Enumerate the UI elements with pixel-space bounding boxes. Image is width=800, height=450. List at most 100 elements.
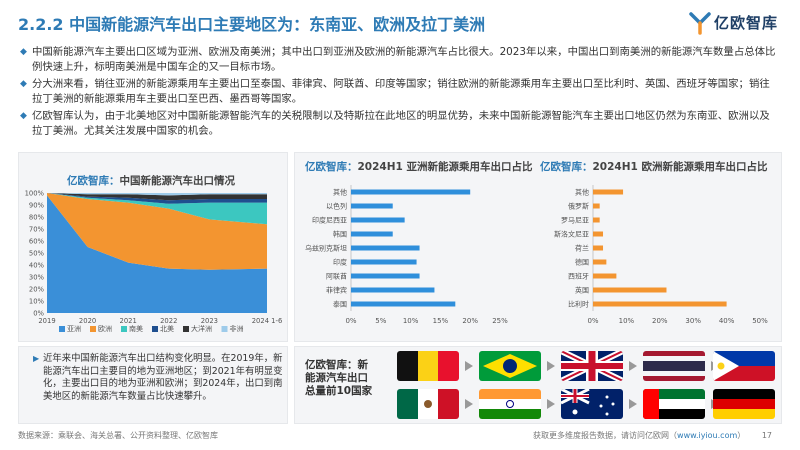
diamond-icon: ◆ <box>20 79 27 89</box>
bar <box>593 203 600 209</box>
bar <box>593 301 727 307</box>
x-tick-label: 10% <box>403 317 419 325</box>
export-structure-panel: 亿欧智库：中国新能源汽车出口情况 0% 10% 20% 30% 40% 50% 60% 70%… <box>18 152 288 342</box>
bullet-item: ◆ 中国新能源汽车主要出口区域为亚洲、欧洲及南美洲；其中出口到亚洲及欧洲的新能源… <box>20 45 780 74</box>
diamond-icon: ◆ <box>20 47 27 57</box>
mexico-flag <box>397 389 459 419</box>
bar <box>351 245 420 251</box>
category-label: 印度 <box>333 258 347 267</box>
category-label: 其他 <box>575 188 589 197</box>
logo-text: 亿欧智库 <box>714 14 779 32</box>
bar <box>593 189 624 195</box>
x-tick-label: 5% <box>375 317 386 325</box>
germany-flag <box>713 389 775 419</box>
bar <box>351 259 417 265</box>
arrow-icon <box>465 361 473 371</box>
x-tick-label: 25% <box>492 317 508 325</box>
bar <box>351 231 393 237</box>
note-text: 近年来中国新能源汽车出口结构变化明显。在2019年，新能源汽车出口主要目的地为亚… <box>43 353 283 402</box>
website-link[interactable]: www.iyiou.com <box>677 431 738 440</box>
legend-swatch <box>59 326 65 332</box>
top-countries-panel: 亿欧智库：新能源汽车出口总量前10国家 <box>294 346 782 424</box>
category-label: 俄罗斯 <box>568 202 589 211</box>
category-label: 其他 <box>333 188 347 197</box>
area-chart: 0% 10% 20% 30% 40% 50% 60% 70% 80% 90% 100% 2019 202… <box>25 190 283 334</box>
x-tick-label: 40% <box>719 317 735 325</box>
brand-label: 亿欧智库： <box>540 161 593 173</box>
bar <box>593 217 600 223</box>
legend-swatch <box>152 326 158 332</box>
category-label: 阿联酋 <box>326 272 347 281</box>
bar <box>351 301 456 307</box>
category-label: 韩国 <box>333 230 347 239</box>
bar <box>593 287 667 293</box>
india-flag <box>479 389 541 419</box>
legend-label: 欧洲 <box>98 324 112 333</box>
top-countries-label: 亿欧智库：新能源汽车出口总量前10国家 <box>305 359 373 397</box>
category-label: 荷兰 <box>575 244 589 253</box>
category-label: 泰国 <box>333 300 347 309</box>
y-tick-label: 0% <box>33 310 44 318</box>
legend-label: 亚洲 <box>67 325 81 333</box>
bullet-item: ◆ 分大洲来看，销往亚洲的新能源乘用车主要出口至泰国、菲律宾、阿联酋、印度等国家… <box>20 77 780 106</box>
triangle-icon: ▶ <box>33 354 40 363</box>
australia-flag <box>561 389 623 419</box>
x-tick-label: 0% <box>587 317 598 325</box>
x-tick-label: 20% <box>462 317 478 325</box>
category-label: 德国 <box>575 258 589 267</box>
x-tick-label: 10% <box>619 317 635 325</box>
bullet-list: ◆ 中国新能源汽车主要出口区域为亚洲、欧洲及南美洲；其中出口到亚洲及欧洲的新能源… <box>20 45 780 141</box>
legend-label: 北美 <box>160 324 174 333</box>
area-series-3 <box>47 193 267 225</box>
data-source: 数据来源：乘联会、海关总署、公开资料整理、亿欧智库 <box>18 431 218 440</box>
arrow-icon <box>547 361 555 371</box>
category-label: 英国 <box>575 286 589 295</box>
bullet-text: 分大洲来看，销往亚洲的新能源乘用车主要出口至泰国、菲律宾、阿联酋、印度等国家；销… <box>32 78 770 105</box>
area-series-5 <box>47 193 267 201</box>
thailand-flag <box>643 351 705 381</box>
diamond-icon: ◆ <box>20 111 27 121</box>
bullet-item: ◆ 亿欧智库认为，由于北美地区对中国新能源智能汽车的关税限制以及特斯拉在此地区的… <box>20 109 780 138</box>
philippines-flag <box>713 351 775 381</box>
bar <box>351 273 420 279</box>
legend-label: 非洲 <box>230 324 244 333</box>
bar <box>351 203 393 209</box>
bar <box>351 287 435 293</box>
bullet-text: 亿欧智库认为，由于北美地区对中国新能源智能汽车的关税限制以及特斯拉在此地区的明显… <box>32 110 770 137</box>
y-tick-label: 20% <box>29 286 45 294</box>
arrow-icon <box>547 399 555 409</box>
bar <box>593 259 607 265</box>
y-tick-label: 50% <box>29 250 45 258</box>
legend-swatch <box>121 326 127 332</box>
area-series-4 <box>47 193 267 204</box>
uk-flag <box>561 351 623 381</box>
y-tick-label: 90% <box>29 202 45 210</box>
continent-export-panel: 亿欧智库：2024H1 亚洲新能源乘用车出口占比 亿欧智库：2024H1 欧洲新… <box>294 152 782 342</box>
category-label: 西班牙 <box>568 272 589 281</box>
y-tick-label: 80% <box>29 214 45 222</box>
arrow-icon <box>629 399 637 409</box>
area-series-2 <box>47 193 267 270</box>
arrow-icon <box>465 399 473 409</box>
category-label: 斯洛文尼亚 <box>554 230 589 239</box>
y-tick-label: 60% <box>29 238 45 246</box>
chart-title: 中国新能源汽车出口情况 <box>119 175 236 187</box>
page-title: 2.2.2 中国新能源汽车出口主要地区为：东南亚、欧洲及拉丁美洲 <box>18 15 486 34</box>
footer-right: 获取更多维度报告数据，请访问亿欧网（www.iyiou.com） 17 <box>533 430 772 441</box>
export-structure-title: 亿欧智库：中国新能源汽车出口情况 <box>67 173 235 188</box>
x-tick-label: 2019 <box>38 317 55 325</box>
bar <box>593 231 604 237</box>
chart-title: 2024H1 亚洲新能源乘用车出口占比 <box>357 161 533 173</box>
legend-swatch <box>221 326 228 332</box>
footer-more-prefix: 获取更多维度报告数据，请访问亿欧网（ <box>533 431 678 440</box>
x-tick-label: 50% <box>752 317 768 325</box>
x-tick-label: 30% <box>685 317 701 325</box>
category-label: 罗马尼亚 <box>561 217 589 225</box>
footer-more-suffix: ） <box>737 431 746 440</box>
bar <box>593 245 604 251</box>
category-label: 比利时 <box>568 300 589 309</box>
bar <box>351 217 405 223</box>
brand-label: 亿欧智库： <box>305 161 358 173</box>
legend-swatch <box>183 326 189 332</box>
belgium-flag <box>397 351 459 381</box>
